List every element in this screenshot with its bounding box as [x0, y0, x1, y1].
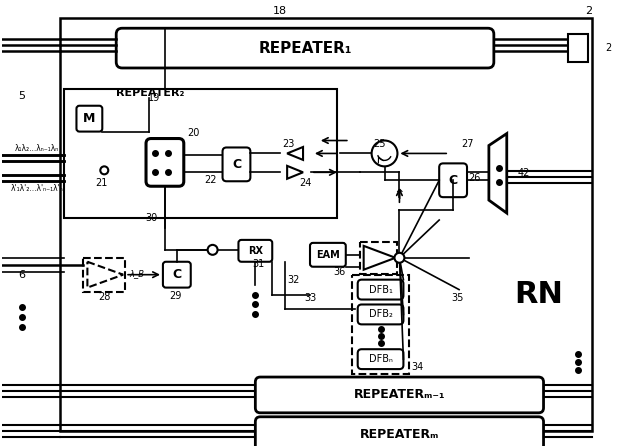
Text: 2: 2	[585, 6, 592, 17]
Text: RN: RN	[514, 280, 563, 309]
FancyBboxPatch shape	[358, 280, 404, 299]
Text: REPEATER₂: REPEATER₂	[116, 88, 184, 98]
Bar	[568, 34, 588, 62]
Text: C: C	[449, 174, 457, 187]
Text: 31: 31	[252, 259, 264, 269]
Circle shape	[207, 245, 217, 255]
FancyBboxPatch shape	[163, 262, 191, 287]
Text: DFB₂: DFB₂	[369, 309, 392, 320]
Bar	[84, 258, 125, 291]
Text: 5: 5	[19, 91, 25, 101]
Text: 23: 23	[282, 139, 294, 148]
Text: C: C	[232, 158, 241, 171]
Text: λ₁λ₂...λₙ₋₁λₙ: λ₁λ₂...λₙ₋₁λₙ	[15, 144, 59, 153]
FancyBboxPatch shape	[310, 243, 346, 267]
Bar	[59, 18, 592, 431]
Text: DFB₁: DFB₁	[369, 285, 392, 295]
Text: 27: 27	[461, 139, 474, 149]
Bar	[352, 274, 409, 374]
Circle shape	[100, 166, 108, 174]
FancyBboxPatch shape	[77, 106, 102, 131]
Text: 26: 26	[468, 173, 480, 183]
Text: 2: 2	[605, 43, 611, 53]
Text: 21: 21	[95, 178, 108, 188]
Circle shape	[394, 253, 404, 263]
Text: 6: 6	[19, 270, 25, 280]
Text: 25: 25	[373, 139, 386, 148]
Bar	[64, 89, 337, 218]
Text: 33: 33	[304, 292, 316, 303]
FancyBboxPatch shape	[256, 417, 543, 447]
Polygon shape	[287, 166, 303, 179]
FancyBboxPatch shape	[439, 163, 467, 197]
Text: λ_B: λ_B	[129, 269, 145, 278]
Text: 20: 20	[188, 127, 200, 138]
Text: 35: 35	[451, 292, 463, 303]
Polygon shape	[363, 246, 396, 270]
Text: 24: 24	[299, 178, 311, 188]
Text: REPEATER₁: REPEATER₁	[258, 41, 352, 55]
Polygon shape	[489, 134, 507, 213]
Text: 32: 32	[287, 274, 300, 285]
Text: 36: 36	[334, 267, 346, 277]
FancyBboxPatch shape	[238, 240, 272, 262]
FancyBboxPatch shape	[256, 377, 543, 413]
Text: DFBₙ: DFBₙ	[369, 354, 392, 364]
Text: 22: 22	[204, 175, 217, 185]
Text: ↑: ↑	[394, 188, 405, 202]
Text: C: C	[172, 268, 181, 281]
Text: 42: 42	[517, 169, 530, 178]
Text: 28: 28	[98, 291, 110, 302]
Text: RX: RX	[248, 246, 263, 256]
FancyBboxPatch shape	[116, 28, 494, 68]
Circle shape	[371, 140, 397, 166]
FancyBboxPatch shape	[358, 349, 404, 369]
Text: λ'₁λ'₂...λ'ₙ₋₁λ'ₙ: λ'₁λ'₂...λ'ₙ₋₁λ'ₙ	[11, 184, 63, 193]
Text: REPEATERₘ: REPEATERₘ	[360, 428, 439, 441]
Text: 19: 19	[148, 93, 160, 103]
Text: 18: 18	[273, 6, 287, 17]
FancyBboxPatch shape	[223, 148, 250, 181]
Bar	[360, 242, 397, 274]
Polygon shape	[87, 262, 123, 287]
Text: 34: 34	[411, 362, 423, 372]
Text: 30: 30	[145, 213, 157, 223]
Text: REPEATERₘ₋₁: REPEATERₘ₋₁	[353, 388, 445, 401]
FancyBboxPatch shape	[358, 304, 404, 325]
Text: 29: 29	[170, 291, 182, 300]
Text: EAM: EAM	[316, 250, 340, 260]
FancyBboxPatch shape	[146, 139, 184, 186]
Polygon shape	[287, 147, 303, 160]
Text: M: M	[83, 112, 95, 125]
